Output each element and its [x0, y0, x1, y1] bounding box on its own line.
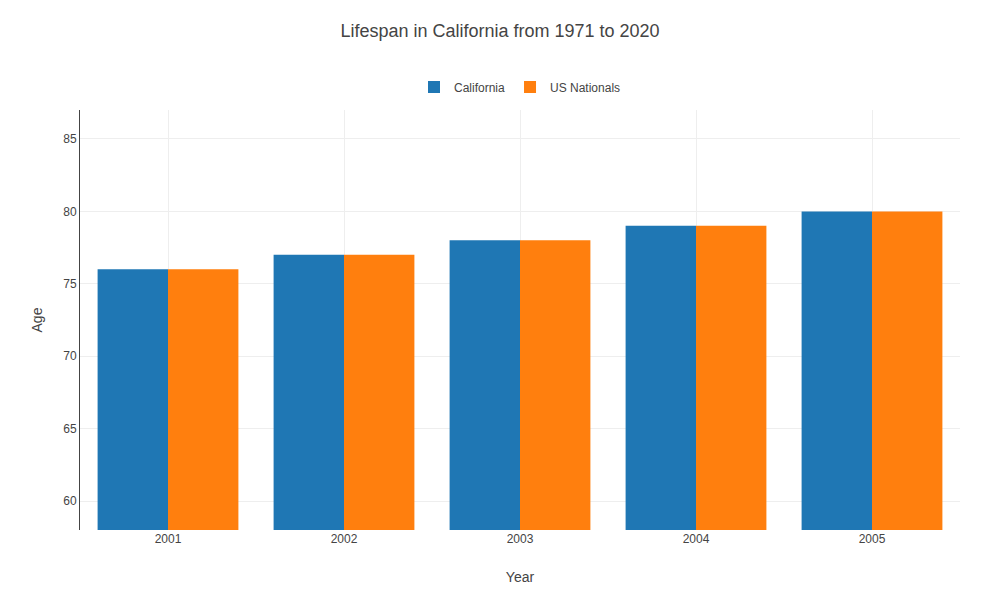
- svg-text:2002: 2002: [331, 532, 358, 546]
- svg-text:2005: 2005: [859, 532, 886, 546]
- svg-text:California: California: [454, 81, 505, 95]
- svg-text:2003: 2003: [507, 532, 534, 546]
- svg-text:60: 60: [63, 494, 77, 508]
- svg-text:US Nationals: US Nationals: [550, 81, 620, 95]
- svg-text:Lifespan in California from 19: Lifespan in California from 1971 to 2020: [340, 21, 659, 41]
- svg-text:65: 65: [63, 422, 77, 436]
- svg-text:85: 85: [63, 132, 77, 146]
- svg-text:Year: Year: [506, 569, 535, 585]
- svg-text:75: 75: [63, 277, 77, 291]
- svg-text:70: 70: [63, 349, 77, 363]
- svg-text:2004: 2004: [683, 532, 710, 546]
- svg-text:Age: Age: [29, 307, 45, 332]
- svg-text:80: 80: [63, 205, 77, 219]
- svg-text:2001: 2001: [155, 532, 182, 546]
